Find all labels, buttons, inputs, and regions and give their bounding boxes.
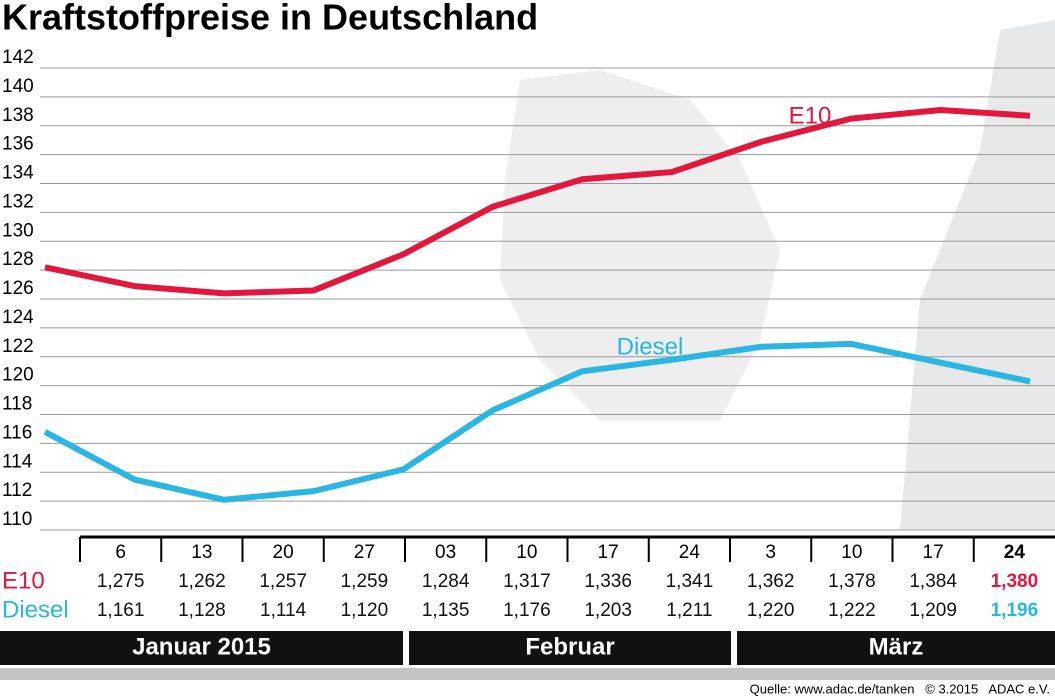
y-tick-label: 122 [2,336,34,357]
y-tick-label: 136 [2,134,34,155]
y-tick-label: 110 [2,509,32,530]
table-value: 1,378 [828,571,876,592]
y-tick-label: 130 [2,220,34,241]
series-label: E10 [789,102,832,129]
table-value: 1,380 [991,571,1039,592]
table-value: 1,317 [503,571,551,592]
x-tick-label: 27 [354,542,375,563]
month-label: Februar [525,633,614,660]
series-line [43,340,1031,503]
y-tick-label: 126 [2,278,34,299]
x-tick-label: 10 [841,542,862,563]
y-tick-label: 116 [2,422,32,443]
y-tick-label: 140 [2,76,34,97]
y-tick-label: 128 [2,249,34,270]
table-value: 1,203 [584,600,632,621]
x-tick-label: 24 [1004,542,1026,563]
table-value: 1,220 [747,600,795,621]
table-row-label: E10 [2,567,45,594]
table-value: 1,211 [666,600,712,621]
table-value: 1,259 [341,571,389,592]
table-value: 1,135 [422,600,470,621]
y-tick-label: 132 [2,191,34,212]
y-tick-label: 134 [2,163,34,184]
table-value: 1,384 [909,571,957,592]
y-tick-label: 120 [2,365,34,386]
y-tick-label: 124 [2,307,34,328]
month-bar [737,631,1055,665]
month-bar [0,631,403,665]
table-value: 1,114 [260,600,307,621]
table-value: 1,222 [828,600,876,621]
table-value: 1,275 [97,571,145,592]
table-row-label: Diesel [2,596,69,623]
table-value: 1,262 [178,571,226,592]
x-tick-label: 10 [516,542,537,563]
month-bar [409,631,731,665]
y-tick-label: 118 [2,394,32,415]
y-tick-label: 112 [2,480,32,501]
y-tick-label: 138 [2,105,34,126]
x-tick-label: 13 [191,542,212,563]
x-tick-label: 24 [679,542,701,563]
table-value: 1,341 [666,571,714,592]
table-value: 1,362 [747,571,795,592]
y-tick-label: 114 [2,451,33,472]
x-tick-label: 20 [273,542,294,563]
month-label: März [869,633,924,660]
table-value: 1,176 [503,600,551,621]
x-tick-label: 17 [923,542,944,563]
table-value: 1,128 [178,600,226,621]
series-label: Diesel [617,333,684,360]
table-value: 1,257 [259,571,307,592]
table-value: 1,209 [909,600,957,621]
table-value: 1,120 [341,600,389,621]
footer-bar [0,668,1055,680]
car-shape [900,20,1055,530]
x-tick-label: 17 [598,542,619,563]
chart-title: Kraftstoffpreise in Deutschland [2,0,538,38]
table-value: 1,336 [584,571,632,592]
x-tick-label: 6 [115,542,126,563]
table-value: 1,161 [97,600,145,621]
series-line [44,106,1031,297]
table-value: 1,284 [422,571,470,592]
y-tick-label: 142 [2,47,34,68]
source: Quelle: www.adac.de/tanken © 3.2015 ADAC… [750,681,1050,696]
x-tick-label: 03 [435,542,456,563]
x-tick-label: 3 [765,542,776,563]
month-label: Januar 2015 [132,633,271,660]
table-value: 1,196 [991,600,1039,621]
